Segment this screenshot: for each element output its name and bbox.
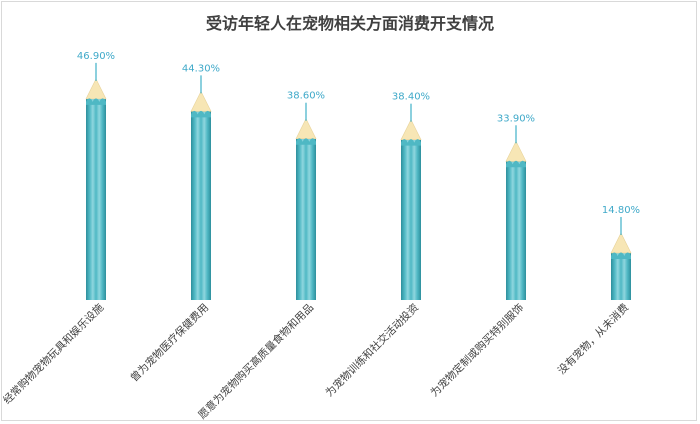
data-label: 14.80% [602,205,640,216]
data-label: 38.40% [392,92,430,103]
data-label: 44.30% [182,63,220,74]
bar-tip [505,140,527,162]
bar-tip [400,119,422,140]
data-label: 33.90% [497,113,535,124]
chart-title: 受访年轻人在宠物相关方面消费开支情况 [205,14,494,33]
bar-collar [401,139,421,146]
x-tick-label: 愿意为宠物购买高质量食物和用品 [196,301,317,422]
bar-collar [86,98,106,105]
bar-tip [190,90,212,112]
bar-collar [296,138,316,145]
bar-body [611,252,631,300]
bar-tip [85,78,107,100]
bar-body [191,111,211,300]
bar-body [506,161,526,300]
x-tick-label: 没有宠物，从未消费 [555,301,631,377]
bar-body [401,139,421,300]
data-label: 46.90% [77,51,115,62]
bar-collar [506,160,526,168]
data-label: 38.60% [287,91,325,102]
bar-collar [191,110,211,118]
bar-body [86,98,106,300]
bar-tip [610,232,632,254]
bar-collar [611,252,631,259]
x-tick-label: 经常购物宠物玩具和娱乐设施 [0,301,106,407]
x-tick-label: 为宠物定制或购买特别服饰 [428,301,526,399]
x-tick-label: 为宠物训练和社交活动投资 [323,301,421,399]
bar-tip [295,118,317,140]
bar-body [296,138,316,300]
x-tick-label: 曾为宠物医疗保健费用 [128,301,211,384]
